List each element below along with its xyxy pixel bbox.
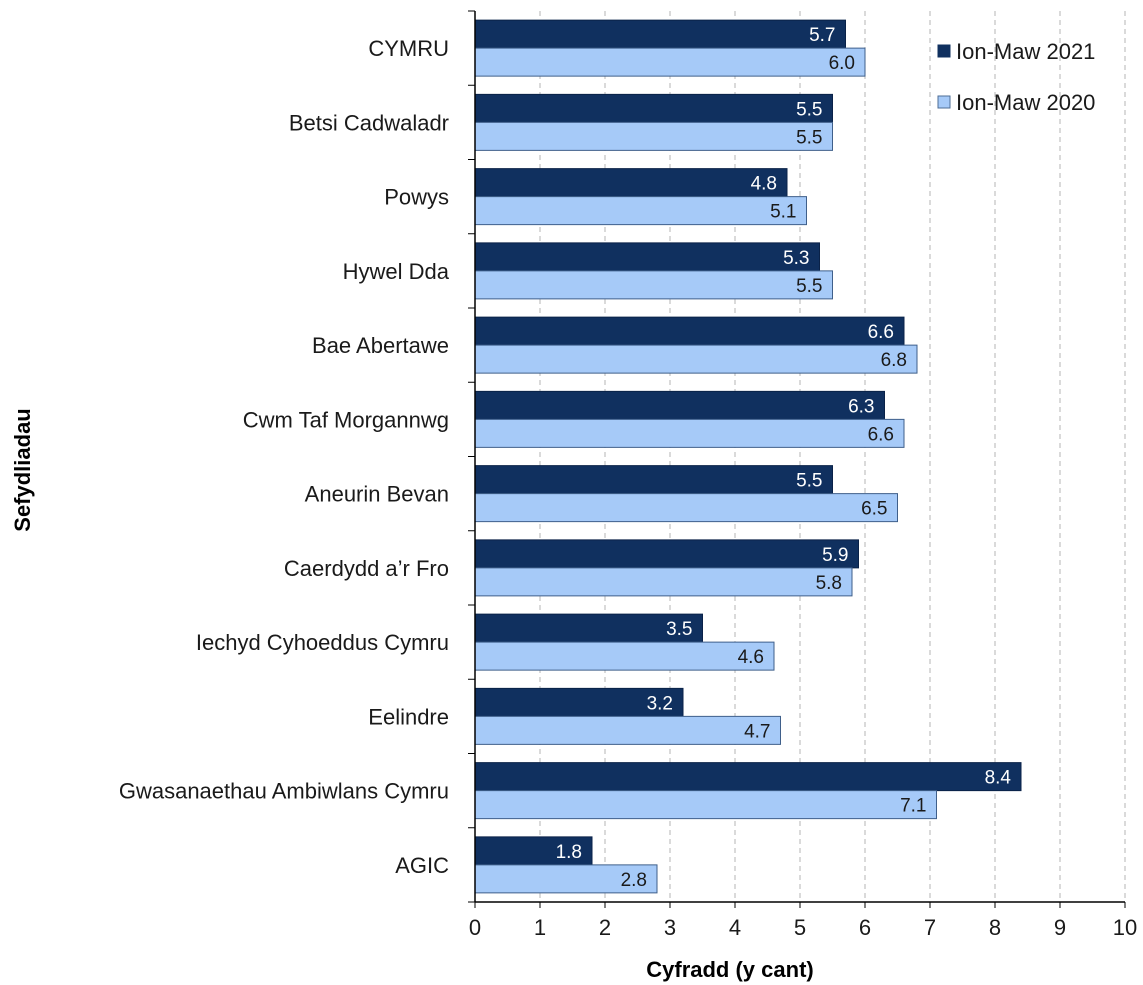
bar-2021	[474, 762, 1022, 792]
data-label: 2.8	[621, 870, 647, 891]
x-tick-label: 4	[729, 915, 741, 940]
legend-label-2020: Ion-Maw 2020	[956, 90, 1095, 115]
category-label: Powys	[384, 185, 449, 210]
category-label: Cwm Taf Morgannwg	[243, 407, 449, 432]
category-label: Iechyd Cyhoeddus Cymru	[196, 630, 449, 655]
data-label: 6.6	[868, 322, 894, 343]
data-label: 3.2	[647, 693, 673, 714]
bar-2020	[474, 715, 781, 745]
data-label: 5.5	[796, 99, 822, 120]
bar-2021	[474, 465, 833, 495]
bar-2020	[474, 641, 775, 671]
data-label: 5.7	[809, 25, 835, 46]
legend-swatch-2020	[937, 95, 951, 109]
bar-2020	[474, 418, 905, 448]
bar-2021	[474, 242, 820, 272]
y-axis-title: Sefydliadau	[10, 408, 35, 531]
data-label: 6.3	[848, 396, 874, 417]
bar-2021	[474, 316, 905, 346]
bar-2021	[474, 93, 833, 123]
x-tick-label: 6	[859, 915, 871, 940]
bars: 5.7 6.0 5.5 5.5 4.8 5.1 5.3 5.5 6.6 6.8 6.3 6.6 5.5 6…	[474, 19, 1022, 894]
bar-2020	[474, 567, 853, 597]
x-tick-label: 5	[794, 915, 806, 940]
x-tick-label: 3	[664, 915, 676, 940]
x-tick-label: 2	[599, 915, 611, 940]
bar-2021	[474, 539, 859, 569]
category-label: Eelindre	[368, 704, 449, 729]
bar-2021	[474, 19, 846, 49]
category-label: CYMRU	[368, 36, 449, 61]
gridlines	[539, 11, 1126, 902]
category-labels: CYMRU Betsi Cadwaladr Powys Hywel Dda Bae Ab…	[119, 36, 450, 878]
bar-2021	[474, 390, 885, 420]
x-tick-label: 8	[989, 915, 1001, 940]
data-label: 6.0	[829, 53, 855, 74]
category-label: AGIC	[395, 853, 449, 878]
x-tick-label: 1	[534, 915, 546, 940]
bar-2021	[474, 168, 788, 198]
bar-2020	[474, 344, 918, 374]
x-axis-ticks: 0 1 2 3 4 5 6 7 8 9 10	[468, 10, 1137, 940]
data-label: 5.5	[796, 471, 822, 492]
data-label: 8.4	[985, 768, 1012, 789]
legend: Ion-Maw 2021 Ion-Maw 2020	[937, 39, 1095, 115]
data-label: 6.6	[868, 424, 894, 445]
data-label: 4.8	[751, 174, 777, 195]
data-label: 5.1	[770, 202, 796, 223]
data-label: 5.9	[822, 545, 848, 566]
category-label: Hywel Dda	[343, 259, 450, 284]
data-label: 5.5	[796, 276, 822, 297]
x-tick-label: 0	[469, 915, 481, 940]
data-label: 7.1	[900, 796, 926, 817]
category-label: Caerdydd a’r Fro	[284, 556, 449, 581]
data-label: 5.5	[796, 127, 822, 148]
bar-2020	[474, 493, 898, 523]
legend-label-2021: Ion-Maw 2021	[956, 39, 1095, 64]
bar-2021	[474, 613, 703, 643]
bar-2020	[474, 196, 807, 226]
bar-2020	[474, 790, 937, 820]
x-tick-label: 10	[1113, 915, 1137, 940]
data-label: 1.8	[556, 842, 582, 863]
category-label: Gwasanaethau Ambiwlans Cymru	[119, 779, 449, 804]
bar-2020	[474, 121, 833, 151]
bar-2020	[474, 270, 833, 300]
category-label: Betsi Cadwaladr	[289, 110, 449, 135]
category-label: Aneurin Bevan	[305, 482, 449, 507]
data-label: 3.5	[666, 619, 692, 640]
legend-swatch-2021	[937, 44, 951, 58]
category-label: Bae Abertawe	[312, 333, 449, 358]
data-label: 5.8	[816, 573, 842, 594]
data-label: 6.5	[861, 499, 887, 520]
x-axis-title: Cyfradd (y cant)	[646, 957, 813, 982]
data-label: 4.7	[744, 721, 770, 742]
bar-2020	[474, 47, 866, 77]
x-tick-label: 7	[924, 915, 936, 940]
data-label: 5.3	[783, 248, 809, 269]
data-label: 6.8	[881, 350, 907, 371]
x-tick-label: 9	[1054, 915, 1066, 940]
data-label: 4.6	[738, 647, 764, 668]
